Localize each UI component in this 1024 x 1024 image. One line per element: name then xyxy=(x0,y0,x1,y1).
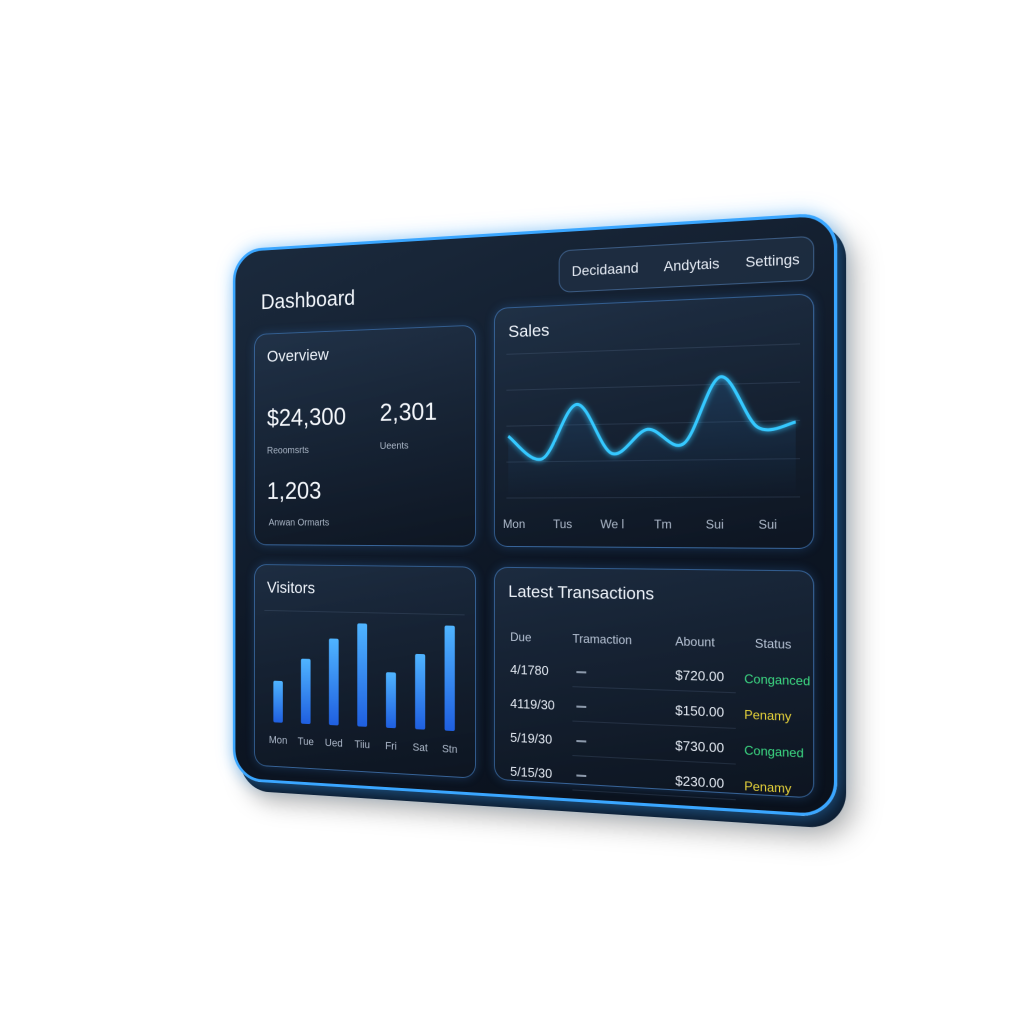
sales-chart: Mon Tus We l Tm Sui Sui xyxy=(501,331,807,532)
bar xyxy=(385,672,396,729)
cell-status: Conganced xyxy=(744,671,811,689)
visitors-card: Visitors Mon Tue Ued Tiiu Fri Sat Stn xyxy=(254,564,476,779)
cell-amount: $720.00 xyxy=(675,667,725,685)
cell-date: 5/15/30 xyxy=(510,763,553,782)
column-header: Tramaction xyxy=(572,631,632,648)
nav-tab[interactable]: Settings xyxy=(745,250,800,271)
card-title: Latest Transactions xyxy=(508,581,655,604)
bar xyxy=(444,625,455,732)
row-divider xyxy=(572,755,736,765)
x-label: Tiiu xyxy=(354,739,370,751)
sales-card: Sales Mon Tus We l Tm Sui Sui xyxy=(493,293,815,550)
card-title: Overview xyxy=(266,345,329,366)
bar xyxy=(300,658,311,725)
column-header: Abount xyxy=(675,634,715,650)
cell-status: Conganed xyxy=(744,742,804,761)
card-title: Sales xyxy=(508,320,550,342)
cell-amount: $730.00 xyxy=(675,737,725,756)
stat-value: 1,203 xyxy=(266,477,322,505)
page-title: Dashboard xyxy=(260,285,356,314)
bar xyxy=(273,680,283,723)
cell-amount: $150.00 xyxy=(675,702,725,721)
cell-transaction-icon xyxy=(576,740,587,743)
sales-area xyxy=(508,374,796,499)
stat-label: Anwan Ormarts xyxy=(268,517,330,529)
dashboard-panel: Decidaand Andytais Settings Dashboard Ov… xyxy=(232,211,838,819)
cell-status: Penamy xyxy=(744,707,792,725)
transactions-card: Latest Transactions Due Tramaction Abount S… xyxy=(493,566,815,801)
cell-date: 5/19/30 xyxy=(510,729,553,747)
row-divider xyxy=(572,686,736,694)
x-label: We l xyxy=(600,519,624,532)
nav-tab[interactable]: Andytais xyxy=(663,254,720,275)
x-label: Sat xyxy=(413,742,428,754)
bar xyxy=(328,638,339,726)
overview-card: Overview $24,300 Reoomsrts 2,301 Ueents … xyxy=(254,324,476,547)
bar xyxy=(357,623,368,727)
x-label: Fri xyxy=(385,741,397,753)
cell-transaction-icon xyxy=(576,705,587,708)
column-header: Due xyxy=(510,629,532,645)
x-label: Sui xyxy=(758,519,777,532)
x-label: Tm xyxy=(654,519,672,532)
x-label: Mon xyxy=(269,735,288,747)
row-divider xyxy=(572,789,736,801)
stat-value: 2,301 xyxy=(379,398,438,427)
x-label: Mon xyxy=(503,519,525,532)
visitors-chart: Mon Tue Ued Tiiu Fri Sat Stn xyxy=(259,601,470,756)
cell-transaction-icon xyxy=(576,671,587,674)
bar xyxy=(415,653,426,730)
x-label: Tue xyxy=(298,736,314,748)
nav-tab[interactable]: Decidaand xyxy=(571,259,639,280)
nav-tabs: Decidaand Andytais Settings xyxy=(558,235,815,293)
cell-date: 4119/30 xyxy=(510,695,555,713)
stat-value: $24,300 xyxy=(266,403,346,432)
x-label: Stn xyxy=(442,744,458,756)
cell-amount: $230.00 xyxy=(675,772,725,792)
card-title: Visitors xyxy=(266,578,316,598)
x-label: Sui xyxy=(706,519,724,532)
x-label: Ued xyxy=(325,738,343,750)
cell-date: 4/1780 xyxy=(510,661,549,679)
cell-status: Penamy xyxy=(744,778,792,797)
x-label: Tus xyxy=(553,519,572,532)
stat-label: Ueents xyxy=(379,440,409,452)
column-header: Status xyxy=(754,636,792,652)
stat-label: Reoomsrts xyxy=(266,445,309,457)
row-divider xyxy=(572,720,736,729)
cell-transaction-icon xyxy=(576,774,587,778)
divider xyxy=(264,610,464,614)
